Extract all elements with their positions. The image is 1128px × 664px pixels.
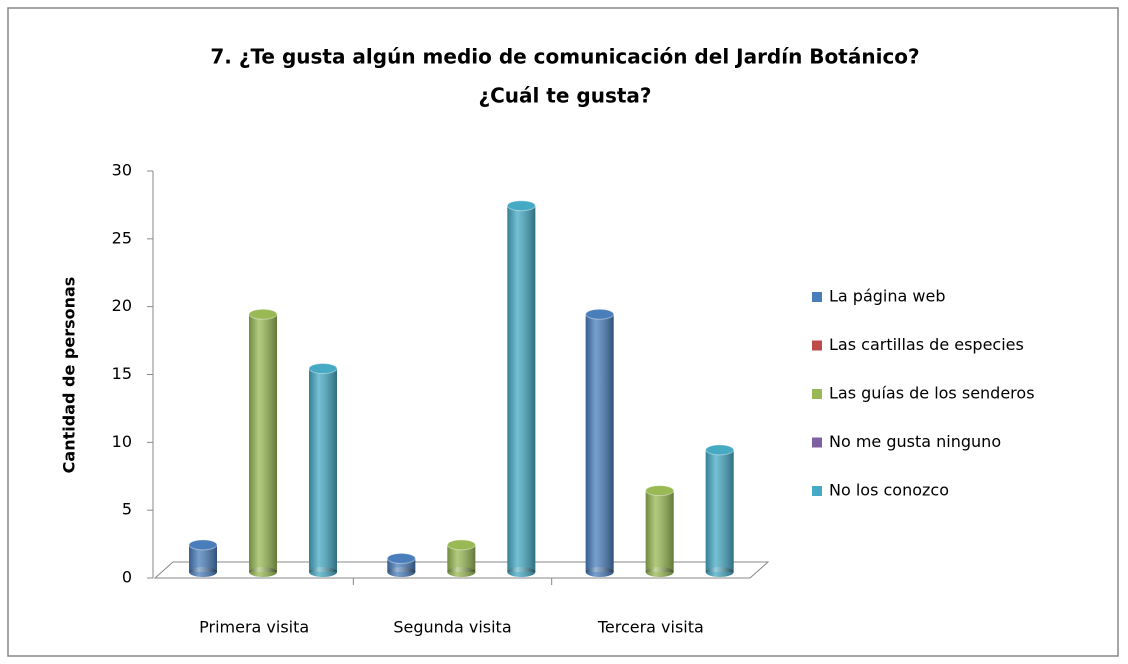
y-tick-label: 20	[112, 296, 132, 315]
bar	[386, 552, 416, 577]
bar-part	[585, 308, 615, 320]
bar-part	[446, 539, 476, 551]
bar-part	[506, 200, 536, 212]
y-axis-label: Cantidad de personas	[60, 277, 79, 474]
y-tick-label: 25	[112, 228, 132, 247]
legend-label: No me gusta ninguno	[829, 432, 1001, 451]
x-tick-label: Segunda visita	[393, 618, 511, 637]
x-tick-label: Primera visita	[199, 618, 309, 637]
legend-swatch	[812, 437, 822, 448]
legend-label: La página web	[829, 287, 945, 306]
legend-swatch	[812, 340, 822, 351]
y-tick-label: 15	[112, 364, 132, 383]
bar-part	[249, 314, 277, 572]
bar	[248, 308, 278, 577]
bar-part	[645, 490, 674, 572]
bar-part	[585, 314, 614, 572]
bar-part	[308, 363, 338, 374]
bar	[705, 444, 735, 577]
y-tick-label: 30	[112, 161, 132, 180]
y-tick-label: 5	[122, 500, 132, 519]
chart-title: ¿Cuál te gusta?	[478, 84, 651, 108]
bar-part	[645, 485, 675, 497]
bar-part	[705, 444, 735, 456]
bar	[645, 485, 675, 577]
bar	[446, 539, 476, 577]
bar-part	[309, 368, 337, 572]
bar-part	[386, 552, 416, 564]
bar-part	[705, 449, 734, 572]
x-tick-label: Tercera visita	[597, 618, 704, 637]
bar	[308, 363, 338, 577]
bar	[506, 200, 536, 577]
legend-label: No los conozco	[829, 481, 949, 500]
bar	[585, 308, 615, 577]
bar-part	[507, 205, 536, 572]
y-tick-label: 0	[122, 568, 132, 587]
legend-swatch	[812, 389, 822, 399]
legend-swatch	[812, 486, 822, 496]
bar-part	[248, 308, 278, 320]
legend-label: Las cartillas de especies	[829, 335, 1024, 354]
chart-title: 7. ¿Te gusta algún medio de comunicación…	[210, 45, 919, 69]
bar-part	[188, 539, 218, 551]
y-tick-label: 10	[112, 432, 132, 451]
bar	[188, 539, 218, 577]
legend-swatch	[812, 292, 822, 302]
legend-label: Las guías de los senderos	[829, 384, 1035, 403]
